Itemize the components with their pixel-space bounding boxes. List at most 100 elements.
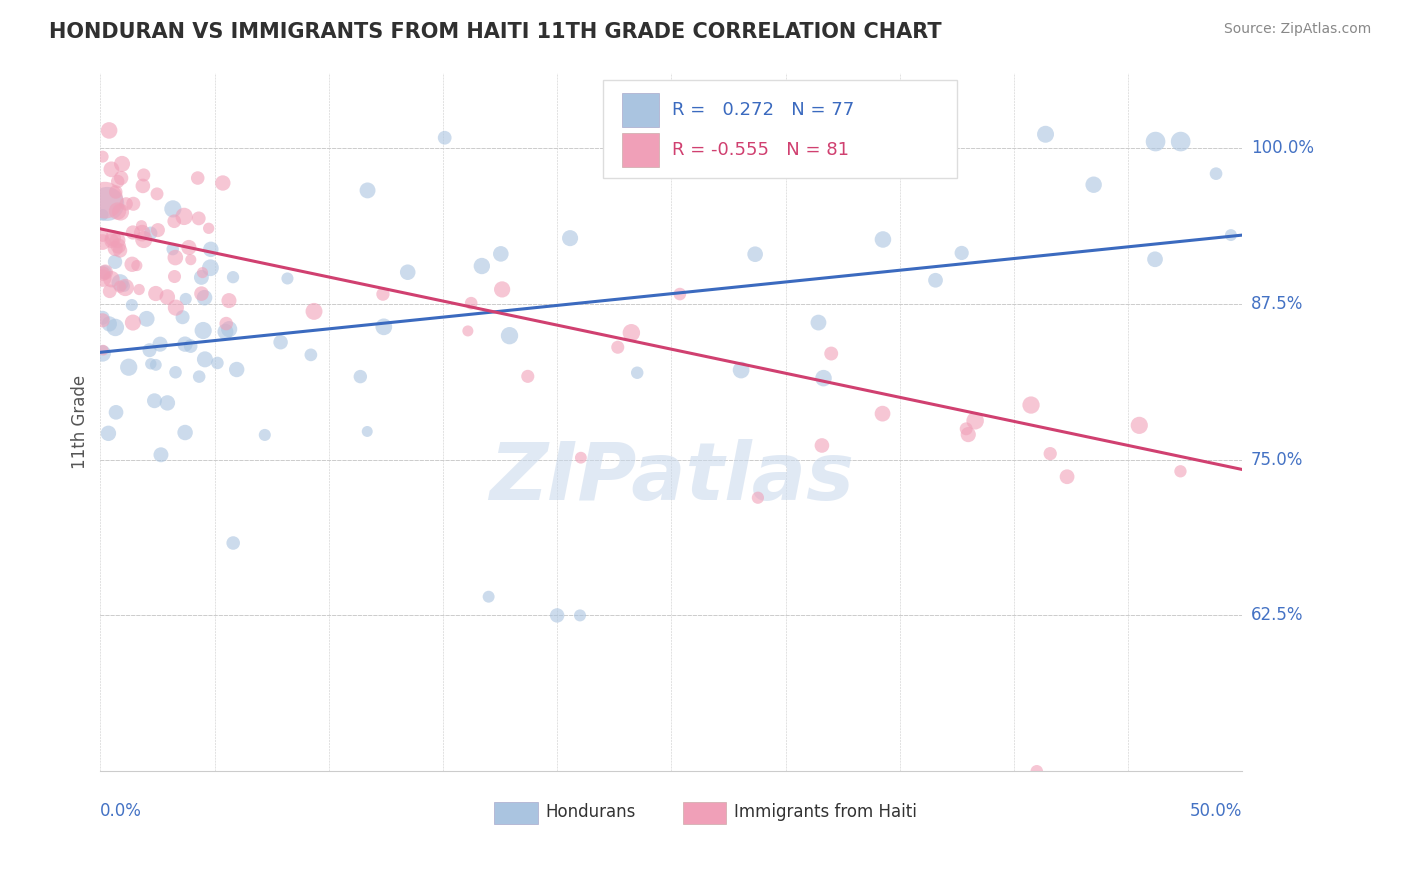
Point (188, 369, 211, 384)
Point (146, 223, 169, 237)
Point (104, 254, 127, 268)
Text: ZIPatlas: ZIPatlas (489, 439, 853, 517)
Point (98, 123, 121, 137)
Point (107, 239, 129, 253)
Point (957, 427, 980, 442)
Point (165, 365, 187, 379)
Point (669, 287, 692, 301)
Point (460, 296, 482, 310)
Text: HONDURAN VS IMMIGRANTS FROM HAITI 11TH GRADE CORRELATION CHART: HONDURAN VS IMMIGRANTS FROM HAITI 11TH G… (49, 22, 942, 42)
Point (156, 396, 179, 410)
Point (373, 319, 395, 334)
FancyBboxPatch shape (495, 802, 537, 824)
Point (187, 211, 209, 226)
Point (200, 260, 222, 275)
Point (491, 282, 513, 296)
Point (108, 279, 131, 293)
Text: R =   0.272   N = 77: R = 0.272 N = 77 (672, 101, 855, 119)
Point (222, 270, 245, 285)
Point (478, 590, 501, 604)
Point (211, 176, 233, 190)
Point (111, 157, 134, 171)
Point (91, 310, 114, 325)
Point (200, 243, 222, 257)
Point (162, 202, 184, 216)
Point (356, 183, 378, 197)
Point (197, 221, 219, 235)
Point (253, 428, 276, 442)
Point (1170, 464, 1192, 478)
Point (222, 536, 245, 550)
Point (546, 608, 568, 623)
Point (91, 271, 114, 285)
Point (924, 273, 946, 287)
Point (94, 193, 117, 207)
Text: 75.0%: 75.0% (1251, 450, 1303, 468)
Point (94, 265, 117, 279)
Point (122, 316, 145, 330)
Point (965, 414, 987, 428)
Point (97, 426, 120, 441)
Point (174, 425, 197, 440)
Point (91, 208, 114, 222)
Point (215, 317, 238, 331)
Point (489, 247, 512, 261)
Text: R = -0.555   N = 81: R = -0.555 N = 81 (672, 141, 849, 159)
Text: 50.0%: 50.0% (1189, 802, 1243, 820)
Point (132, 233, 155, 247)
Point (299, 348, 322, 362)
Point (91, 343, 114, 358)
Point (1219, 228, 1241, 243)
Point (1205, 167, 1227, 181)
Point (121, 257, 143, 271)
Point (100, 272, 122, 286)
Point (174, 337, 197, 351)
Point (108, 276, 131, 290)
Point (569, 450, 592, 465)
Point (471, 259, 494, 273)
Point (108, 244, 131, 258)
Point (191, 266, 214, 280)
Point (807, 316, 830, 330)
Point (813, 371, 835, 385)
Point (165, 301, 187, 315)
Point (207, 356, 229, 370)
Point (276, 271, 298, 285)
Point (1025, 764, 1047, 779)
Point (950, 246, 973, 260)
Point (270, 335, 292, 350)
Point (98, 317, 121, 331)
Point (139, 226, 162, 240)
Point (174, 292, 197, 306)
Point (149, 448, 172, 462)
Point (193, 291, 215, 305)
Point (107, 233, 129, 247)
Point (606, 340, 628, 354)
Point (91, 267, 114, 281)
Point (620, 136, 643, 151)
Text: Hondurans: Hondurans (546, 803, 636, 821)
Point (730, 363, 752, 377)
Point (1056, 469, 1078, 483)
Point (107, 204, 129, 219)
Point (114, 280, 136, 294)
Point (162, 242, 184, 256)
Point (121, 298, 143, 312)
Point (122, 226, 145, 240)
Point (218, 322, 240, 336)
Point (193, 324, 215, 338)
Point (145, 286, 167, 301)
Point (118, 360, 141, 375)
Point (115, 197, 138, 211)
Point (100, 234, 122, 248)
Point (498, 328, 520, 343)
Point (135, 311, 157, 326)
Point (149, 337, 172, 351)
Y-axis label: 11th Grade: 11th Grade (72, 375, 89, 469)
Point (214, 325, 236, 339)
Point (396, 265, 419, 279)
Text: 87.5%: 87.5% (1251, 294, 1303, 313)
Point (516, 369, 538, 384)
Text: 0.0%: 0.0% (100, 802, 142, 820)
Point (225, 362, 247, 376)
